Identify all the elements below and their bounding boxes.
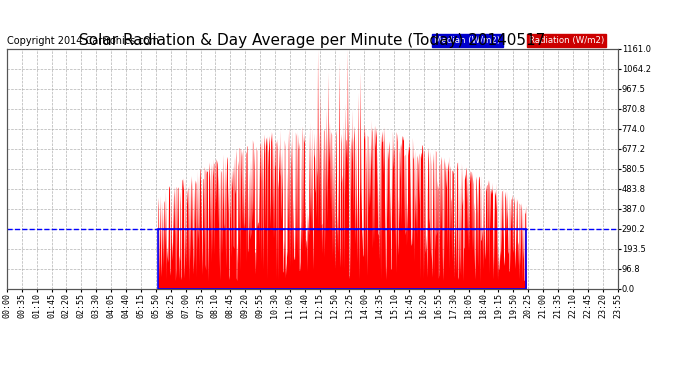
Bar xyxy=(158,229,526,289)
Text: Median (W/m2): Median (W/m2) xyxy=(435,36,500,45)
Title: Solar Radiation & Day Average per Minute (Today) 20140517: Solar Radiation & Day Average per Minute… xyxy=(79,33,545,48)
Text: Radiation (W/m2): Radiation (W/m2) xyxy=(529,36,604,45)
Text: Copyright 2014 Cartronics.com: Copyright 2014 Cartronics.com xyxy=(7,36,159,46)
